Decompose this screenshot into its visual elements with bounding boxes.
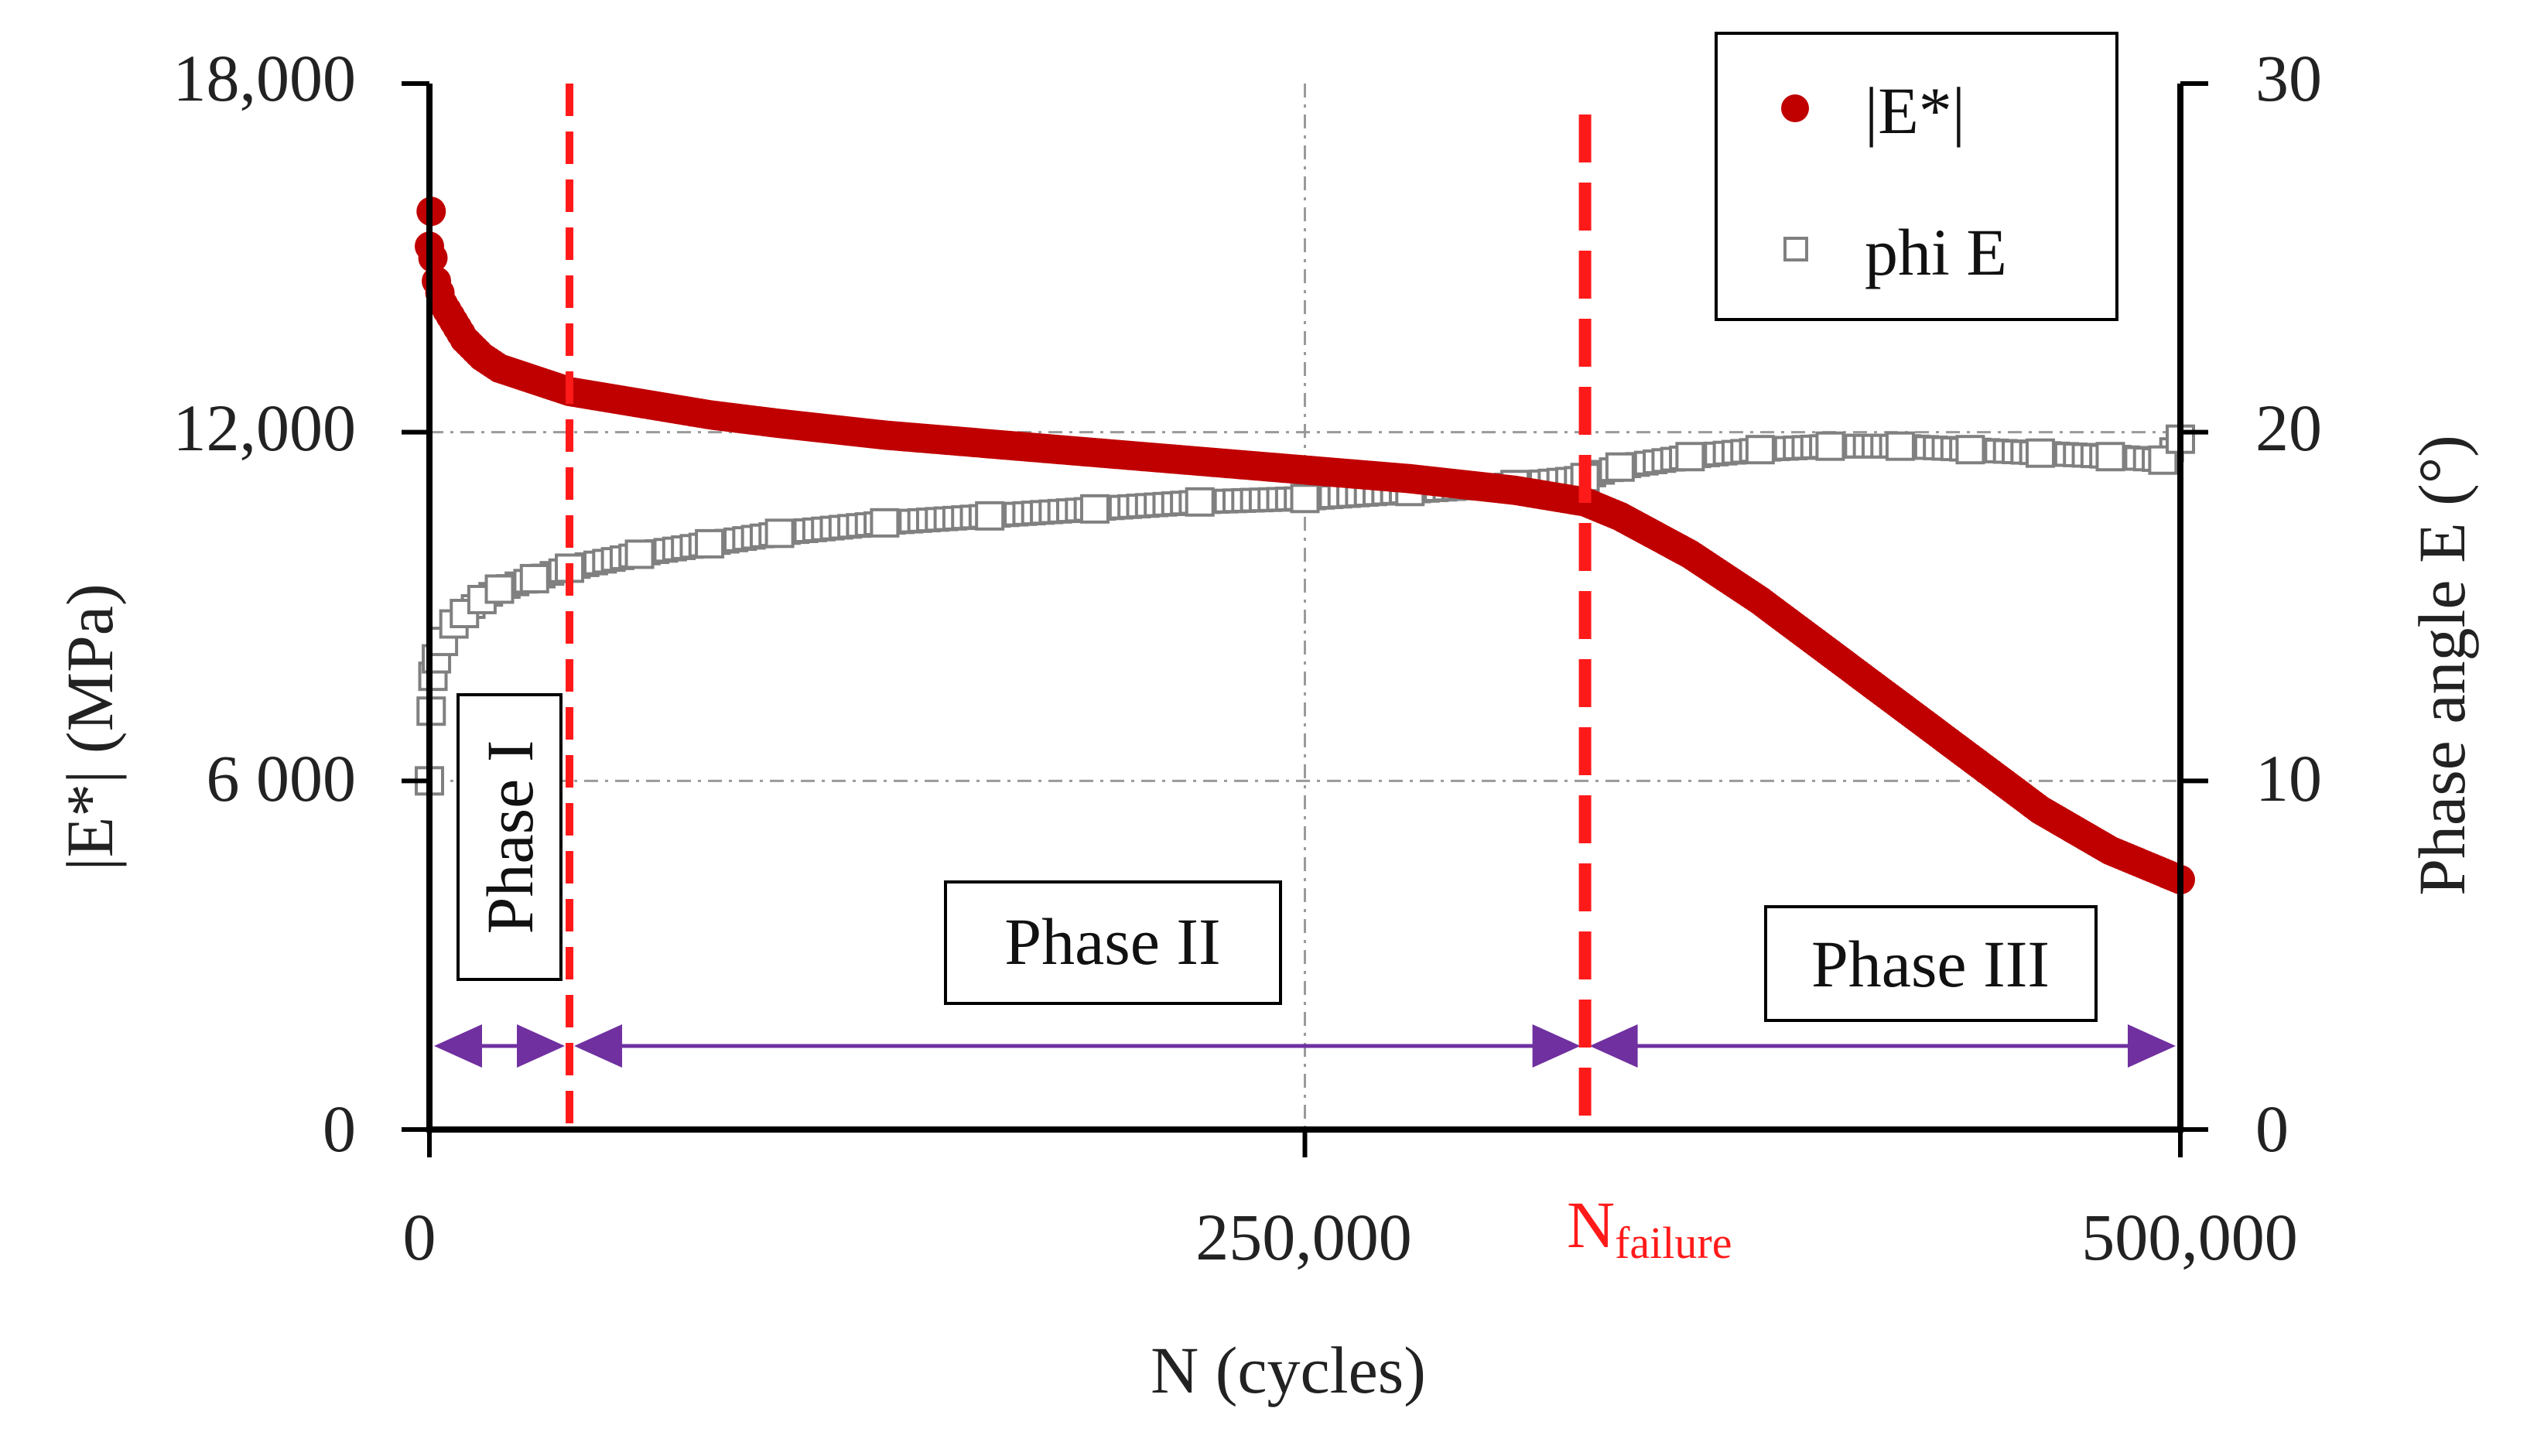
phase-3-label-box: Phase III <box>1764 905 2098 1022</box>
y-right-tick-label-20: 20 <box>2255 391 2322 465</box>
phase-arrow-right-head-2 <box>1532 1024 1581 1068</box>
y-left-tick-label-18000: 18,000 <box>173 41 357 115</box>
phase-arrow-left-head-3 <box>1589 1024 1638 1068</box>
phi-key-point-28 <box>2025 438 2055 468</box>
phase-arrow-right-head-3 <box>2128 1024 2176 1068</box>
n-failure-label: Nfailure <box>1567 1188 1732 1268</box>
phi-key-point-29 <box>2095 442 2125 472</box>
boundary-lines <box>566 84 1592 1130</box>
x-tick-label-500000: 500,000 <box>2081 1200 2298 1274</box>
phi-key-point-13 <box>764 518 795 549</box>
legend-phase-label: phi E <box>1865 215 2007 289</box>
phase-arrow-left-head-2 <box>574 1024 623 1068</box>
phi-key-point-25 <box>1815 431 1845 461</box>
n-failure-main: N <box>1567 1188 1615 1262</box>
phi-key-point-8 <box>484 574 515 604</box>
phase-3-label: Phase III <box>1811 927 2050 1001</box>
phase-1-label-box: Phase I <box>457 693 563 981</box>
x-tick-label-0: 0 <box>403 1200 436 1274</box>
phi-key-point-24 <box>1745 435 1775 465</box>
phi-key-point-15 <box>975 501 1005 531</box>
phase-arrow-left-head-1 <box>434 1024 482 1068</box>
phase-1-label: Phase I <box>473 740 547 935</box>
y-right-tick-label-0: 0 <box>2255 1092 2289 1166</box>
phi-key-point-26 <box>1885 431 1915 461</box>
series-modulus <box>415 197 2195 895</box>
phi-key-point-23 <box>1675 442 1705 472</box>
y-right-axis-label: Phase angle E (°) <box>2405 435 2479 896</box>
plot-frame <box>402 81 2208 1157</box>
e-point-2 <box>418 243 448 273</box>
legend: |E*| phi E <box>1715 32 2118 321</box>
phase-2-label: Phase II <box>1004 904 1220 979</box>
phi-key-point-18 <box>1290 484 1320 514</box>
x-tick-label-250000: 250,000 <box>1195 1200 1412 1274</box>
phase-2-label-box: Phase II <box>944 880 1282 1005</box>
y-right-tick-label-10: 10 <box>2255 741 2322 815</box>
n-failure-subscript: failure <box>1615 1218 1732 1268</box>
phi-key-point-27 <box>1955 435 1985 465</box>
phase-arrow-right-head-1 <box>517 1024 566 1068</box>
y-left-tick-label-0: 0 <box>323 1092 356 1166</box>
legend-phase-marker <box>1783 237 1808 261</box>
series-phase-angle <box>415 424 2195 796</box>
phi-key-point-11 <box>624 539 655 569</box>
y-left-tick-label-6000: 6 000 <box>207 741 357 815</box>
phi-key-point-14 <box>870 508 900 538</box>
y-left-tick-label-12000: 12,000 <box>173 391 357 465</box>
phi-key-point-17 <box>1185 487 1215 517</box>
y-left-axis-label: |E*| (MPa) <box>53 583 127 870</box>
phase-markers <box>434 1024 2176 1068</box>
y-right-tick-label-30: 30 <box>2255 41 2322 115</box>
legend-modulus-marker <box>1781 94 1809 122</box>
phi-key-point-22 <box>1605 452 1635 482</box>
phi-key-point-12 <box>695 528 725 559</box>
phi-key-point-16 <box>1079 494 1110 524</box>
legend-modulus-label: |E*| <box>1865 73 1965 148</box>
phi-key-point-9 <box>519 563 549 593</box>
x-axis-label: N (cycles) <box>1151 1333 1426 1407</box>
